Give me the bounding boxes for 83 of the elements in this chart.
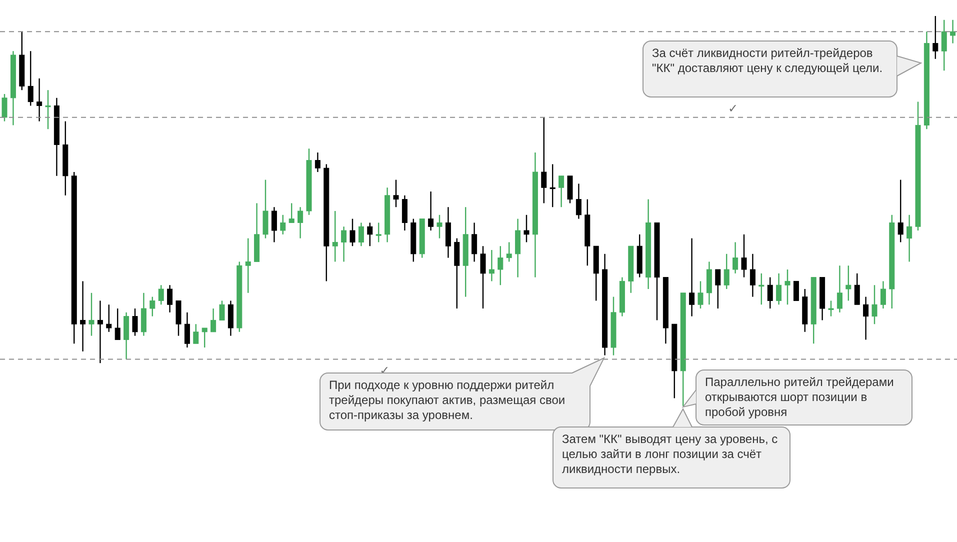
candlestick [428, 190, 434, 232]
candlestick [828, 300, 834, 317]
candlestick [863, 296, 869, 340]
candlestick [97, 300, 103, 364]
candlestick [402, 194, 408, 232]
candlestick [114, 308, 120, 340]
ref-line-label: ✓ [728, 102, 738, 116]
candlestick [472, 222, 478, 262]
candlestick [193, 324, 199, 344]
annotation: Параллельно ритейл трейдерами открываются шорт позиции в пробой уровня [705, 375, 895, 420]
candlestick [132, 308, 138, 336]
candlestick [106, 304, 112, 332]
text: Затем "КК" выводят цену за уровень, с целью зайти в лонг позиции за счёт ликвидности первых. [562, 432, 779, 477]
candlestick [332, 210, 338, 262]
candlestick [906, 214, 912, 262]
candlestick [167, 284, 173, 313]
candlestick [898, 179, 904, 243]
candlestick [271, 206, 277, 243]
candlestick [950, 19, 956, 44]
candlestick [80, 280, 86, 352]
candlestick [158, 284, 164, 306]
candlestick [376, 222, 382, 243]
candlestick [750, 253, 756, 298]
candlestick [184, 312, 190, 348]
candlestick [228, 300, 234, 336]
candlestick [932, 16, 938, 60]
candlestick [488, 249, 494, 282]
candlestick [480, 246, 486, 310]
candlestick [941, 19, 947, 72]
candlestick [698, 280, 704, 310]
candlestick [350, 218, 356, 247]
candlestick [872, 284, 878, 325]
candlestick [706, 261, 712, 306]
candlestick [210, 308, 216, 332]
candlestick [367, 222, 373, 247]
candlestick [715, 268, 721, 310]
candlestick [454, 238, 460, 310]
candlestick [124, 312, 130, 360]
candlestick [393, 179, 399, 208]
candlestick [176, 300, 182, 336]
candlestick [506, 242, 512, 262]
candlestick [776, 272, 782, 306]
candlestick [784, 268, 790, 306]
candlestick [2, 93, 8, 122]
candlestick [732, 242, 738, 274]
candlestick [758, 272, 764, 306]
candlestick [358, 222, 364, 247]
candlestick [689, 238, 695, 317]
candlestick [245, 238, 251, 294]
candlestick [846, 265, 852, 302]
candlestick [219, 300, 225, 321]
candlestick [288, 202, 294, 224]
candlestick [36, 78, 42, 122]
candlestick [314, 152, 320, 173]
candlestick [880, 280, 886, 310]
candlestick [576, 183, 582, 220]
candlestick [436, 214, 442, 239]
candlestick [150, 296, 156, 317]
candlestick [28, 50, 34, 106]
candlestick [724, 253, 730, 290]
candlestick [45, 90, 51, 130]
candlestick [88, 292, 94, 336]
candlestick [558, 175, 564, 208]
candlestick [280, 214, 286, 235]
candlestick [541, 116, 547, 204]
candlestick [550, 164, 556, 208]
candlestick [741, 234, 747, 278]
candlestick [836, 265, 842, 313]
candlestick [515, 218, 521, 278]
candlestick [767, 276, 773, 310]
annotation: При подходе к уровню поддержи ритейл трейдеры покупают актив, размещая свои стоп-приказы за уровнем. [329, 378, 566, 423]
candlestick [341, 226, 347, 262]
candlestick [202, 327, 208, 348]
candlestick [524, 214, 530, 243]
candlestick [567, 175, 573, 204]
annotation: За счёт ликвидности ритейл-трейдеров "КК" доставляют цену к следующей цели. [652, 46, 884, 76]
candlestick [140, 292, 146, 336]
candlestick [262, 179, 268, 239]
candlestick [298, 206, 304, 239]
candlestick [498, 246, 504, 286]
candlestick [854, 272, 860, 306]
candlestick [445, 206, 451, 258]
candlestick [793, 280, 799, 302]
